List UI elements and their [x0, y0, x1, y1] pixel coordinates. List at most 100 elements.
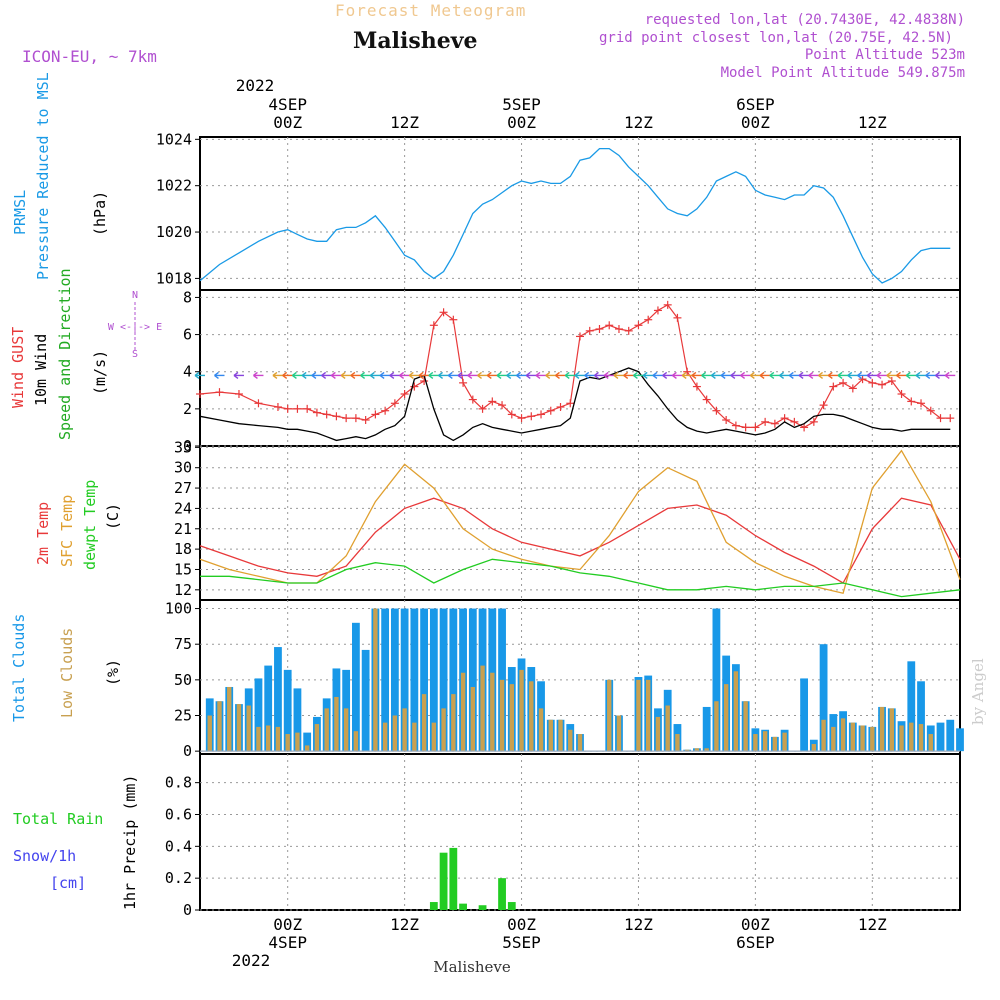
- wind-direction-arrowhead: [905, 371, 911, 379]
- credit-watermark: by Angel: [969, 658, 987, 725]
- low-cloud-bar: [811, 744, 817, 752]
- y-tick-label: 0: [183, 742, 192, 760]
- low-cloud-bar: [607, 679, 612, 752]
- low-cloud-bar: [655, 716, 661, 752]
- wind-direction-arrowhead: [603, 371, 609, 379]
- point-altitude: Point Altitude 523m: [805, 47, 965, 63]
- wind-direction-arrowhead: [282, 371, 288, 379]
- wind-direction-arrowhead: [340, 371, 346, 379]
- wind-direction-arrowhead: [749, 371, 755, 379]
- wind-direction-arrowhead: [457, 371, 463, 379]
- wind-direction-arrowhead: [486, 371, 492, 379]
- total-cloud-bar: [498, 608, 506, 752]
- low-cloud-bar: [772, 736, 778, 752]
- total-cloud-bar: [352, 622, 360, 752]
- bottom-hour-label: 12Z: [858, 915, 887, 934]
- y-tick-label: 15: [174, 560, 192, 578]
- y-tick-label: 18: [174, 540, 192, 558]
- y-tick-labels: 1018102010221024024681215182124273033025…: [156, 130, 192, 919]
- wind-direction-arrowhead: [301, 371, 307, 379]
- bottom-hour-label: 12Z: [624, 915, 653, 934]
- wind-direction-arrowhead: [311, 371, 317, 379]
- top-hour-label: 00Z: [741, 113, 770, 132]
- rain-bar: [459, 903, 467, 910]
- y-tick-label: 12: [174, 581, 192, 599]
- temp-unit-label: (C): [104, 503, 122, 530]
- footer-location: Malisheve: [433, 958, 511, 976]
- wind-direction-arrowhead: [633, 371, 638, 379]
- bottom-hour-label: 00Z: [273, 915, 302, 934]
- wind-direction-arrowhead: [710, 371, 716, 379]
- low-cloud-bar: [879, 706, 885, 752]
- low-cloud-bar: [441, 708, 446, 752]
- wind-direction-arrowhead: [389, 371, 395, 379]
- pressure-desc-label: Pressure Reduced to MSL: [34, 72, 52, 280]
- low-cloud-bar: [548, 719, 553, 752]
- y-tick-label: 1024: [156, 130, 192, 148]
- prmsl-label: PRMSL: [11, 190, 29, 235]
- wind-direction-arrowhead: [447, 371, 453, 379]
- grid-point-coords: grid point closest lon,lat (20.75E, 42.5…: [599, 30, 953, 46]
- pressure-line: [199, 147, 951, 284]
- low-cloud-bar: [684, 749, 690, 752]
- total-cloud-bar: [429, 608, 438, 752]
- rain-bar: [498, 878, 506, 910]
- wind-direction-arrowhead: [379, 371, 385, 379]
- wind10m-line: [199, 367, 951, 442]
- wind-direction-arrowhead: [535, 371, 541, 379]
- low-cloud-bar: [733, 671, 739, 752]
- wind-direction-arrowhead: [574, 371, 580, 379]
- wind-direction-arrowhead: [428, 371, 434, 379]
- wind-direction-arrowhead: [253, 371, 258, 379]
- wind-direction-arrowhead: [818, 371, 824, 379]
- y-tick-label: 1022: [156, 177, 192, 195]
- low-cloud-bar: [373, 608, 378, 752]
- low-cloud-bar: [256, 726, 261, 752]
- top-year-label: 2022: [236, 76, 275, 95]
- temp-line-2: [200, 558, 961, 598]
- wind-direction-arrowhead: [408, 371, 414, 379]
- wind-direction-arrowhead: [740, 371, 746, 379]
- wind-direction-arrowhead: [214, 371, 219, 379]
- low-cloud-bar: [529, 681, 534, 752]
- top-date-label: 6SEP: [736, 95, 775, 114]
- low-cloud-bar: [304, 745, 310, 752]
- precip-unit-label: 1hr Precip (mm): [121, 775, 139, 910]
- wind-direction-arrowhead: [321, 371, 327, 379]
- wind-direction-arrowhead: [681, 371, 687, 379]
- wind-direction-arrowhead: [798, 371, 804, 379]
- wind-direction-arrowhead: [769, 371, 775, 379]
- y-tick-label: 24: [174, 499, 192, 517]
- wind-direction-arrowhead: [935, 371, 940, 379]
- cloud-panel-labels: Total Clouds Low Clouds (%): [10, 614, 122, 722]
- total-cloud-bar: [946, 719, 955, 752]
- low-cloud-bar: [353, 731, 359, 752]
- low-cloud-bar: [295, 732, 300, 752]
- wind-direction-arrowhead: [399, 371, 405, 379]
- wind-direction-arrowhead: [360, 371, 366, 379]
- y-tick-label: 50: [174, 671, 192, 689]
- total-cloud-bar: [390, 608, 399, 752]
- wind-direction-arrowhead: [925, 371, 931, 379]
- wind10m-label: 10m Wind: [32, 334, 50, 406]
- low-cloud-bar: [246, 705, 251, 752]
- low-cloud-bar: [850, 722, 856, 752]
- wind-direction-arrowhead: [866, 371, 872, 379]
- wind-speed-dir-label: Speed and Direction: [56, 268, 74, 440]
- wind-direction-arrowhead: [467, 371, 473, 379]
- total-cloud-bar: [800, 678, 808, 752]
- total-cloud-bar: [303, 732, 312, 752]
- wind-unit-label: (m/s): [91, 350, 109, 395]
- total-cloud-bar: [449, 608, 458, 752]
- wind-direction-arrowhead: [837, 371, 843, 379]
- dewpt-label: dewpt Temp: [81, 480, 99, 570]
- wind-direction-arrowhead: [720, 371, 726, 379]
- wind-direction-arrowhead: [808, 371, 814, 379]
- low-cloud-bar: [558, 719, 563, 752]
- low-cloud-bar: [870, 726, 875, 752]
- low-cloud-bar: [480, 665, 485, 752]
- low-cloud-bar: [675, 734, 680, 752]
- y-tick-label: 2: [183, 400, 192, 418]
- wind-direction-arrowhead: [584, 371, 590, 379]
- wind-direction-arrowhead: [672, 371, 677, 379]
